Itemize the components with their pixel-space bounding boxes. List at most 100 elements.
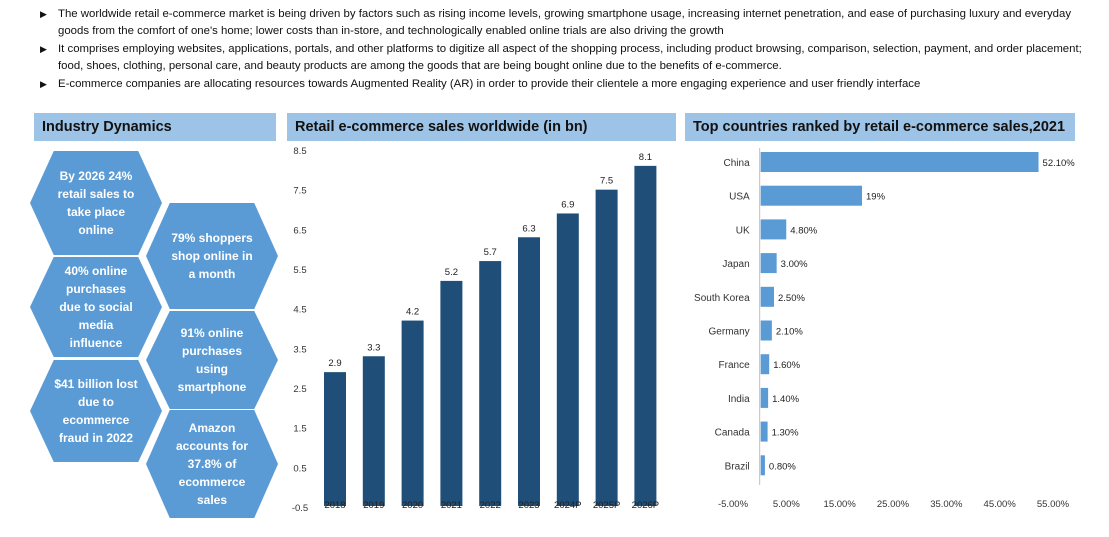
x-tick-label: 2022 [480, 500, 501, 511]
sales-bar [595, 189, 618, 506]
country-bar [760, 320, 772, 341]
y-tick-label: 0.5 [293, 463, 306, 474]
country-label: India [728, 394, 750, 405]
bullet-text: The worldwide retail e-commerce market i… [58, 8, 1072, 38]
x-tick-label: 45.00% [984, 499, 1017, 510]
country-bar [760, 152, 1039, 172]
bullet-text: E-commerce companies are allocating reso… [58, 77, 921, 90]
data-label: 52.10% [1043, 158, 1076, 169]
data-label: 2.9 [328, 358, 341, 369]
data-label: 5.7 [484, 247, 497, 258]
country-label: South Korea [694, 293, 750, 304]
sales-bar [634, 165, 657, 506]
country-label: UK [736, 225, 750, 236]
y-tick-label: 3.5 [293, 344, 306, 355]
sales-bar [556, 213, 579, 506]
data-label: 6.3 [522, 223, 535, 234]
fact-text: 40% online purchases due to social media… [59, 264, 133, 350]
country-bar [760, 455, 765, 476]
data-label: 5.2 [445, 267, 458, 278]
data-label: 19% [866, 192, 886, 203]
y-tick-label: 7.5 [293, 186, 306, 197]
data-label: 6.9 [561, 199, 574, 210]
y-tick-label: 2.5 [293, 384, 306, 395]
fact-text: 79% shoppers shop online in a month [171, 231, 253, 281]
data-label: 7.5 [600, 176, 613, 187]
intro-bullets: ▶ The worldwide retail e-commerce market … [38, 6, 1098, 93]
y-tick-label: -0.5 [292, 503, 308, 514]
country-bar [760, 354, 770, 375]
data-label: 2.50% [778, 293, 805, 304]
fact-text: Amazon accounts for 37.8% of ecommerce s… [175, 421, 248, 507]
sales-bar [479, 261, 502, 506]
fact-text: By 2026 24% retail sales to take place o… [57, 169, 135, 237]
triangle-right-icon: ▶ [40, 9, 47, 19]
bullet-item: ▶ E-commerce companies are allocating res… [38, 76, 1098, 93]
country-bar [760, 219, 787, 240]
y-tick-label: 8.5 [293, 146, 306, 157]
industry-dynamics-title: Industry Dynamics [34, 113, 276, 141]
x-tick-label: 2025P [593, 500, 620, 511]
x-tick-label: 2020 [402, 500, 423, 511]
country-label: France [719, 360, 751, 371]
data-label: 8.1 [639, 152, 652, 163]
x-tick-label: 25.00% [877, 499, 910, 510]
data-label: 1.40% [772, 394, 799, 405]
countries-chart-title: Top countries ranked by retail e-commerc… [685, 113, 1075, 141]
x-tick-label: 5.00% [773, 499, 800, 510]
x-tick-label: 2026P [632, 500, 659, 511]
data-label: 4.80% [790, 225, 817, 236]
x-tick-label: 15.00% [824, 499, 857, 510]
country-bar [760, 286, 774, 307]
fact-hex: By 2026 24% retail sales to take place o… [30, 151, 162, 255]
y-tick-label: 4.5 [293, 305, 306, 316]
x-tick-label: 2018 [324, 500, 345, 511]
x-tick-label: 35.00% [930, 499, 963, 510]
x-tick-label: 2023 [518, 500, 539, 511]
data-label: 2.10% [776, 327, 803, 338]
x-tick-label: 55.00% [1037, 499, 1070, 510]
country-label: Japan [722, 259, 749, 270]
sales-bar [324, 372, 346, 506]
sales-chart-title: Retail e-commerce sales worldwide (in bn… [287, 113, 676, 141]
bullet-text: It comprises employing websites, applica… [58, 42, 1082, 73]
country-bar [760, 253, 777, 274]
country-label: Brazil [725, 461, 750, 472]
data-label: 0.80% [769, 461, 796, 472]
fact-hex: $41 billion lost due to ecommerce fraud … [30, 360, 162, 462]
data-label: 1.30% [772, 428, 799, 439]
y-tick-label: 6.5 [293, 225, 306, 236]
fact-hex: 40% online purchases due to social media… [30, 257, 162, 357]
sales-bar [440, 280, 463, 506]
fact-text: 91% online purchases using smartphone [177, 326, 247, 394]
x-tick-label: 2021 [441, 500, 462, 511]
fact-hex: 79% shoppers shop online in a month [146, 203, 278, 309]
data-label: 3.00% [781, 259, 808, 270]
x-tick-label: 2019 [363, 500, 384, 511]
country-label: USA [729, 192, 750, 203]
triangle-right-icon: ▶ [40, 78, 47, 89]
fact-text: $41 billion lost due to ecommerce fraud … [54, 377, 138, 445]
country-label: Germany [709, 327, 750, 338]
sales-bar [401, 320, 424, 506]
bullet-item: ▶ It comprises employing websites, applic… [38, 41, 1098, 76]
triangle-right-icon: ▶ [40, 43, 47, 54]
fact-hex: 91% online purchases using smartphone [146, 311, 278, 409]
y-tick-label: 1.5 [293, 424, 306, 435]
x-tick-label: -5.00% [718, 499, 749, 510]
bullet-item: ▶ The worldwide retail e-commerce market … [38, 6, 1098, 41]
country-bar [760, 421, 768, 442]
sales-bar [362, 356, 385, 506]
data-label: 1.60% [773, 360, 800, 371]
country-bar [760, 185, 862, 206]
country-label: China [724, 158, 751, 169]
fact-hex: Amazon accounts for 37.8% of ecommerce s… [146, 410, 278, 518]
country-bar [760, 387, 769, 408]
data-label: 3.3 [367, 342, 380, 353]
sales-bar [518, 237, 540, 506]
y-tick-label: 5.5 [293, 265, 306, 276]
x-tick-label: 2024P [554, 500, 581, 511]
country-label: Canada [715, 428, 750, 439]
data-label: 4.2 [406, 307, 419, 318]
